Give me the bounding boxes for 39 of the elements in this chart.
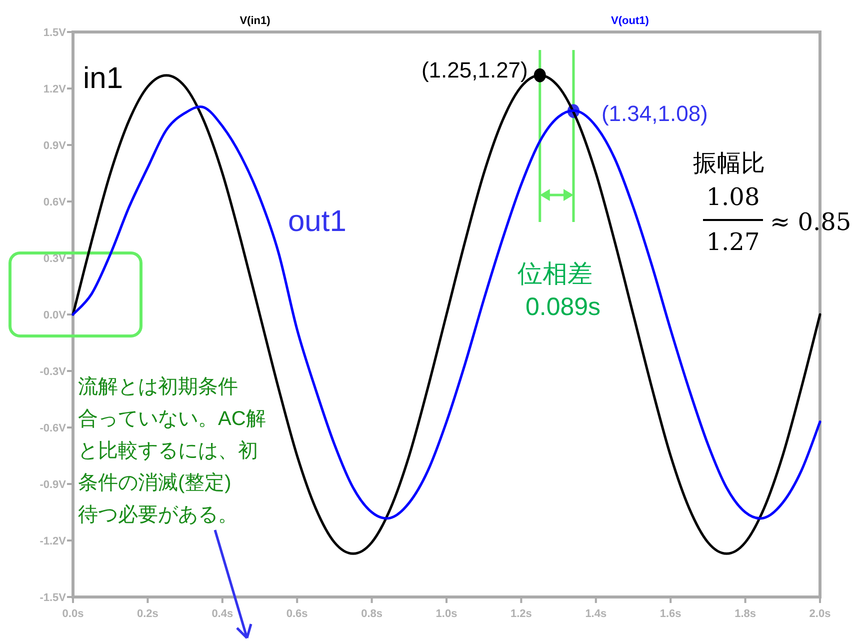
x-tick-label: 1.2s	[510, 608, 532, 620]
x-tick-label: 1.0s	[436, 608, 458, 620]
text: V(in1)	[240, 15, 271, 27]
y-tick-label: -1.5V	[40, 592, 67, 604]
text: V(out1)	[611, 15, 650, 27]
annotation: 合っていない。AC解	[78, 408, 266, 430]
x-tick-label: 0.8s	[361, 608, 383, 620]
y-tick-label: 1.5V	[43, 27, 67, 39]
y-tick-label: -0.6V	[40, 422, 67, 434]
annotation: 待つ必要がある。	[78, 504, 238, 526]
annotation: 流解とは初期条件	[78, 376, 238, 398]
annotation: 振幅比	[693, 149, 765, 177]
y-tick-label: 0.6V	[43, 196, 67, 208]
y-tick-label: -1.2V	[40, 536, 67, 548]
annotation: と比較するには、初	[78, 440, 258, 462]
y-tick-label: 0.9V	[43, 140, 67, 152]
y-tick-label: -0.9V	[40, 479, 67, 491]
annotation: 位相差	[518, 260, 592, 288]
x-tick-label: 1.6s	[660, 608, 682, 620]
annotation: 1.27	[706, 228, 760, 256]
y-tick-label: -0.3V	[40, 366, 67, 378]
annotation: out1	[288, 205, 346, 238]
annotation: 0.089s	[525, 293, 601, 321]
annotation: in1	[83, 62, 124, 95]
x-tick-label: 1.8s	[734, 608, 756, 620]
annotation: (1.34,1.08)	[601, 101, 708, 126]
annotation: ≈ 0.85	[770, 208, 852, 236]
annotation: 1.08	[706, 183, 760, 211]
y-tick-label: 1.2V	[43, 84, 67, 96]
x-tick-label: 0.4s	[212, 608, 234, 620]
x-tick-label: 0.2s	[136, 608, 158, 620]
x-tick-label: 1.4s	[585, 608, 607, 620]
y-tick-label: 0.0V	[43, 310, 67, 322]
annotation: 条件の消滅(整定)	[78, 472, 232, 494]
x-tick-label: 0.0s	[62, 608, 84, 620]
x-tick-label: 2.0s	[809, 608, 831, 620]
x-tick-label: 0.6s	[286, 608, 308, 620]
annotation: (1.25,1.27)	[421, 57, 528, 82]
y-tick-label: 0.3V	[43, 253, 67, 265]
